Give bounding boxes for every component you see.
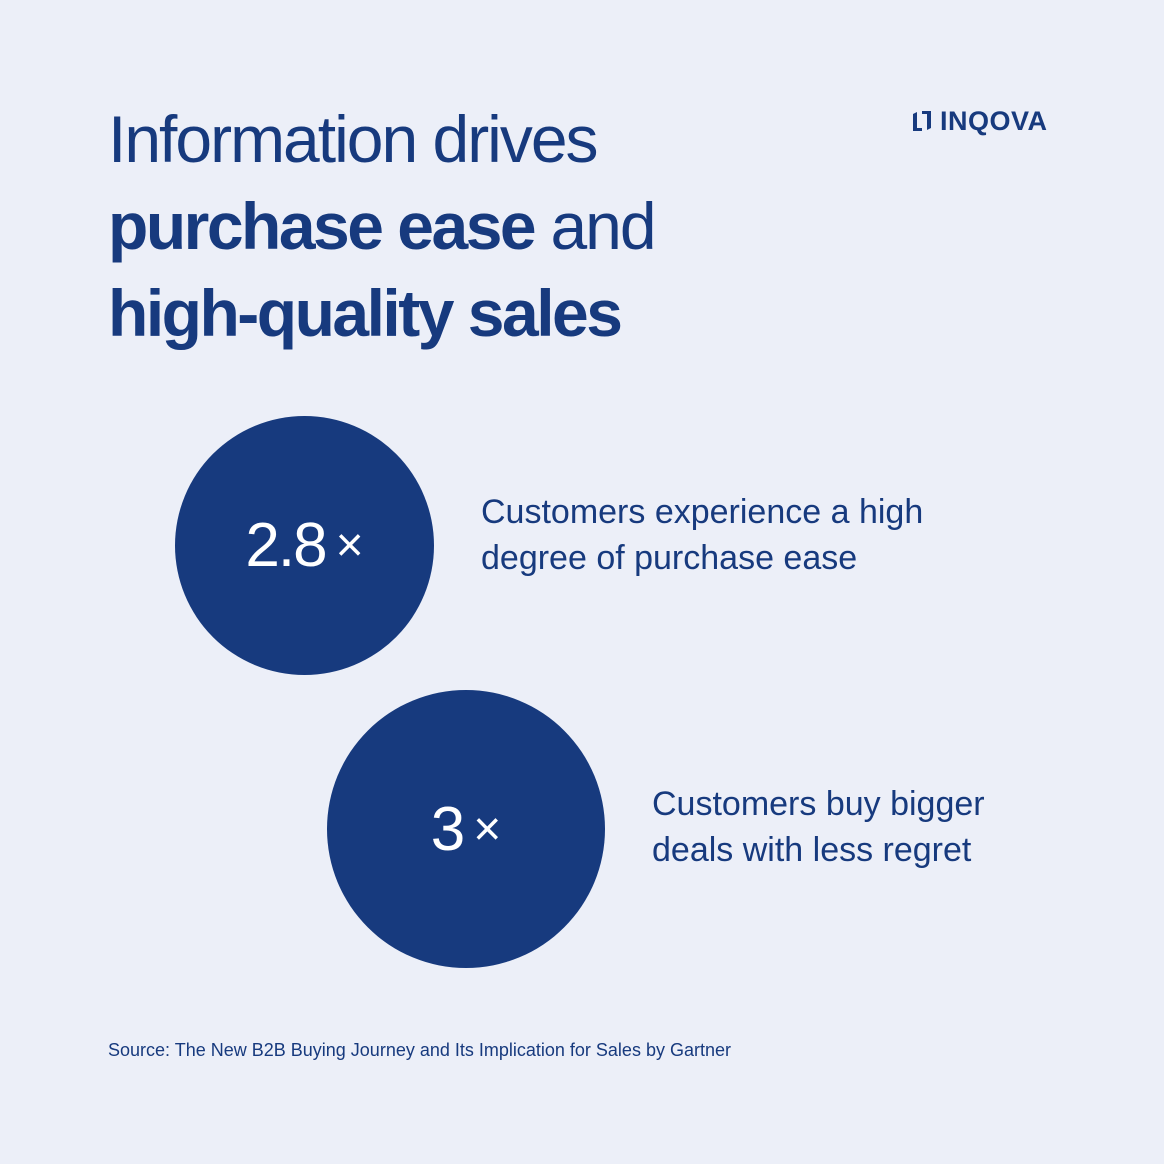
brand-logo: INQOVA bbox=[910, 104, 1048, 138]
headline-bold-purchase-ease: purchase ease bbox=[108, 189, 537, 263]
headline: Information drives purchase ease and hig… bbox=[108, 96, 657, 357]
inqova-logo-mark-icon bbox=[913, 111, 931, 131]
headline-line-1: Information drives bbox=[108, 102, 599, 176]
stat-description-line: Customers experience a high bbox=[481, 493, 924, 531]
stat-circle-purchase-ease: 2.8 × bbox=[175, 416, 434, 675]
stat-value: 3 bbox=[430, 794, 466, 864]
headline-line-3: high-quality sales bbox=[108, 276, 623, 350]
brand-name: INQOVA bbox=[940, 106, 1048, 136]
source-citation: Source: The New B2B Buying Journey and I… bbox=[108, 1040, 731, 1060]
stat-description-line: degree of purchase ease bbox=[481, 539, 858, 577]
multiplier-symbol: × bbox=[473, 802, 502, 856]
stat-description-line: Customers buy bigger bbox=[652, 785, 985, 823]
stat-description-purchase-ease: Customers experience a high degree of pu… bbox=[481, 489, 923, 581]
stat-value: 2.8 bbox=[245, 511, 327, 580]
multiplier-symbol: × bbox=[335, 519, 364, 572]
headline-and: and bbox=[534, 189, 656, 263]
headline-line-2: purchase ease and bbox=[108, 183, 657, 270]
stat-description-bigger-deals: Customers buy bigger deals with less reg… bbox=[652, 781, 985, 873]
stat-description-line: deals with less regret bbox=[652, 831, 972, 869]
stat-circle-bigger-deals: 3 × bbox=[327, 690, 605, 968]
